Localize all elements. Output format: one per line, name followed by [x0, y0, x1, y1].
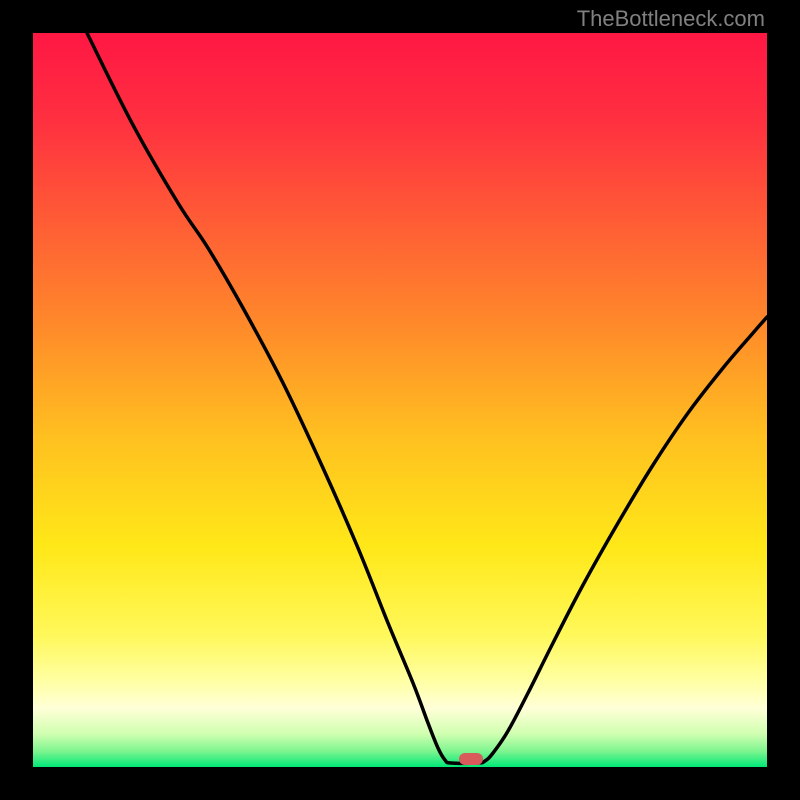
watermark-text: TheBottleneck.com — [577, 6, 765, 32]
curve-line — [33, 33, 767, 767]
chart-area — [33, 33, 767, 767]
bottleneck-marker — [459, 753, 483, 765]
